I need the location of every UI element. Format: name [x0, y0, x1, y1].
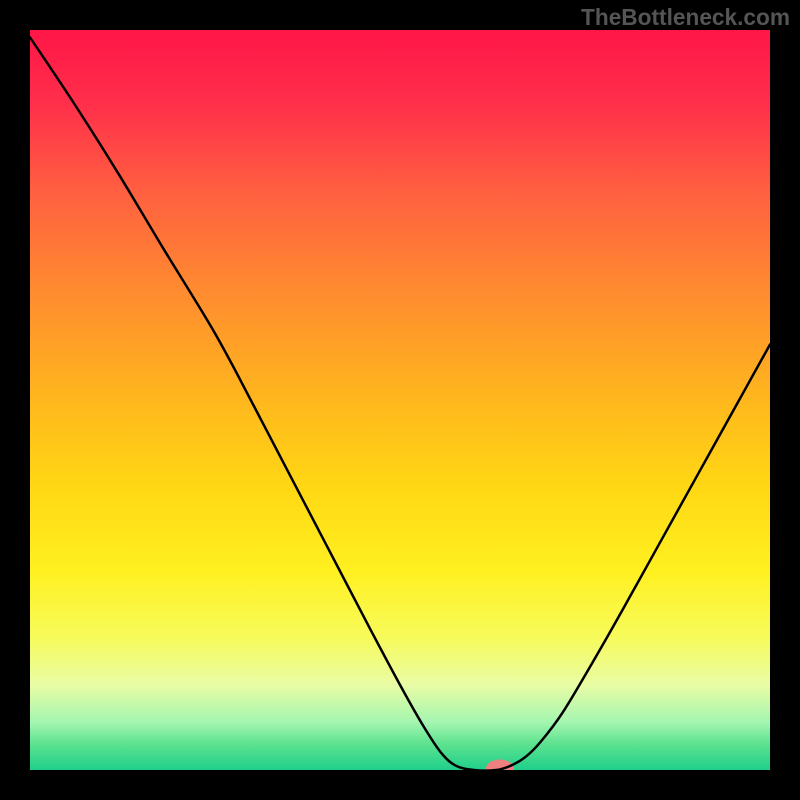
bottleneck-chart — [0, 0, 800, 800]
gradient-background — [30, 30, 770, 770]
chart-stage: TheBottleneck.com — [0, 0, 800, 800]
